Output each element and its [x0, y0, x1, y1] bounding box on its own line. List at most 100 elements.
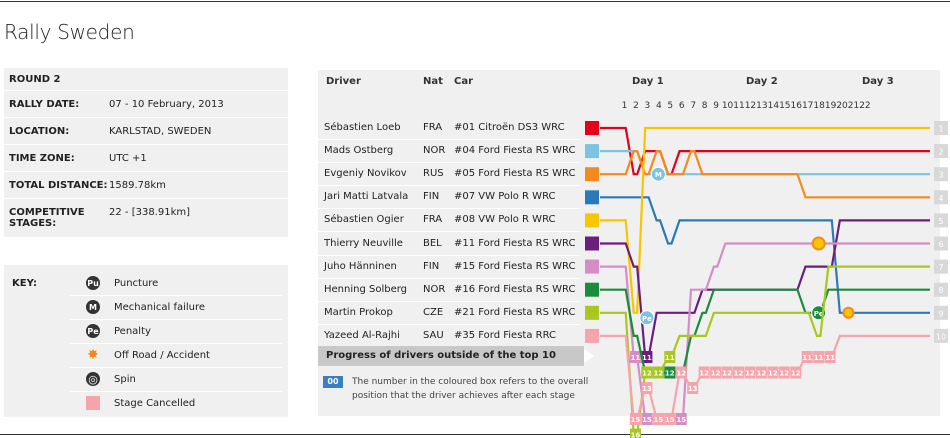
position-tab	[934, 236, 948, 251]
position-label: 1	[938, 125, 943, 134]
position-box-label: 15	[665, 416, 675, 424]
stage-number: 10	[721, 101, 734, 111]
event-icon-label: Pe	[642, 315, 652, 323]
position-box	[675, 366, 687, 379]
off-road-accident-icon: ✸	[87, 347, 99, 363]
position-box	[801, 351, 813, 363]
stage-number: 21	[847, 101, 860, 111]
position-box	[652, 366, 664, 379]
position-box	[664, 366, 676, 379]
play-arrow-icon	[584, 349, 594, 363]
driver-position-line	[600, 126, 930, 176]
driver-car: #15 Ford Fiesta RS WRC	[454, 260, 576, 272]
position-label: 10	[936, 332, 946, 341]
info-value: KARLSTAD, SWEDEN	[109, 126, 212, 137]
divider	[70, 367, 282, 368]
position-box-label: 12	[791, 370, 801, 378]
position-box	[813, 351, 825, 363]
info-value: 07 - 10 February, 2013	[109, 99, 224, 110]
driver-nat: FIN	[423, 260, 440, 272]
position-box-label: 12	[653, 370, 663, 378]
position-box-label: 15	[631, 416, 641, 424]
position-label: 2	[938, 148, 943, 157]
position-box-label: 11	[631, 354, 641, 362]
progress-bar: Progress of drivers outside of the top 1…	[318, 346, 594, 366]
driver-color-swatch	[585, 305, 599, 320]
key-item-penalty: Pe Penalty	[78, 321, 278, 341]
stage-number: 22	[859, 101, 871, 111]
driver-name: Evgeniy Novikov	[324, 168, 407, 180]
divider	[318, 254, 580, 256]
stage-number: 1	[621, 101, 628, 111]
divider	[318, 231, 580, 233]
key-item-mechanical: M Mechanical failure	[78, 297, 278, 317]
position-tab	[934, 167, 948, 182]
event-icon-label: M	[655, 171, 662, 179]
driver-row: Thierry Neuville BEL #11 Ford Fiesta RS WR…	[318, 232, 580, 256]
divider	[70, 295, 282, 296]
position-box	[733, 366, 744, 379]
key-panel: KEY: Pu Puncture M Mechanical failure Pe Pe…	[4, 265, 288, 417]
info-value: 1589.78km	[109, 180, 166, 191]
divider	[70, 343, 282, 344]
position-box	[652, 413, 664, 425]
position-box	[744, 366, 756, 379]
driver-car: #04 Ford Fiesta RS WRC	[454, 145, 576, 157]
key-text: Puncture	[114, 277, 159, 289]
position-box-label: 15	[676, 416, 686, 424]
info-key: RALLY DATE:	[9, 99, 80, 110]
position-label: 8	[938, 286, 943, 295]
info-key: TOTAL DISTANCE:	[9, 180, 108, 191]
position-box-label: 11	[825, 354, 835, 362]
key-text: Stage Cancelled	[114, 397, 196, 409]
divider	[318, 277, 580, 279]
driver-nat: FRA	[423, 122, 443, 133]
driver-row: Sébastien Ogier FRA #08 VW Polo R WRC	[318, 209, 580, 233]
position-tab	[934, 213, 948, 228]
explanation-note: The number in the coloured box refers to…	[352, 377, 589, 401]
bottom-rule	[0, 434, 950, 435]
driver-position-line	[600, 196, 930, 314]
mechanical-failure-icon	[650, 166, 666, 182]
driver-position-line	[600, 150, 930, 199]
puncture-icon: Pu	[86, 276, 100, 290]
position-box-label: 11	[802, 354, 812, 362]
driver-nat: FIN	[423, 191, 440, 203]
info-key: COMPETITIVE STAGES:	[9, 207, 85, 229]
driver-nat: NOR	[423, 145, 446, 157]
header-driver: Driver	[326, 76, 361, 87]
position-box	[641, 366, 653, 379]
driver-name: Sébastien Loeb	[324, 122, 401, 133]
position-box-label: 12	[676, 370, 686, 378]
position-box-label: 12	[768, 370, 778, 378]
stage-number: 2	[633, 101, 639, 111]
position-tab	[934, 144, 948, 159]
position-box	[641, 382, 653, 394]
divider	[318, 139, 580, 140]
driver-name: Yazeed Al-Rajhi	[324, 329, 400, 341]
driver-color-swatch	[585, 213, 599, 228]
driver-nat: NOR	[423, 283, 446, 295]
stage-number: 4	[655, 101, 662, 111]
progress-label: Progress of drivers outside of the top 1…	[326, 350, 556, 361]
off-road-accident-icon	[842, 306, 855, 319]
info-value: 22 - [338.91km]	[109, 207, 191, 218]
position-box-label: 12	[757, 370, 767, 378]
info-value: UTC +1	[109, 153, 147, 164]
driver-color-swatch	[585, 236, 599, 251]
stage-number: 6	[678, 101, 685, 111]
driver-color-swatch	[585, 259, 599, 274]
position-tab	[934, 282, 948, 297]
key-text: Penalty	[114, 325, 151, 337]
stage-number: 7	[690, 101, 697, 111]
rally-info-panel: ROUND 2 RALLY DATE: 07 - 10 February, 201…	[4, 68, 288, 238]
info-key: LOCATION:	[9, 126, 70, 137]
info-key: TIME ZONE:	[9, 153, 75, 164]
divider	[318, 185, 580, 187]
driver-row: Juho Hänninen FIN #15 Ford Fiesta RS WRC	[318, 255, 580, 279]
day-2-label: Day 2	[746, 76, 778, 87]
position-box	[778, 366, 790, 379]
driver-nat: SAU	[423, 329, 444, 341]
stage-number: 18	[813, 101, 825, 111]
info-row-round: ROUND 2	[4, 68, 288, 91]
